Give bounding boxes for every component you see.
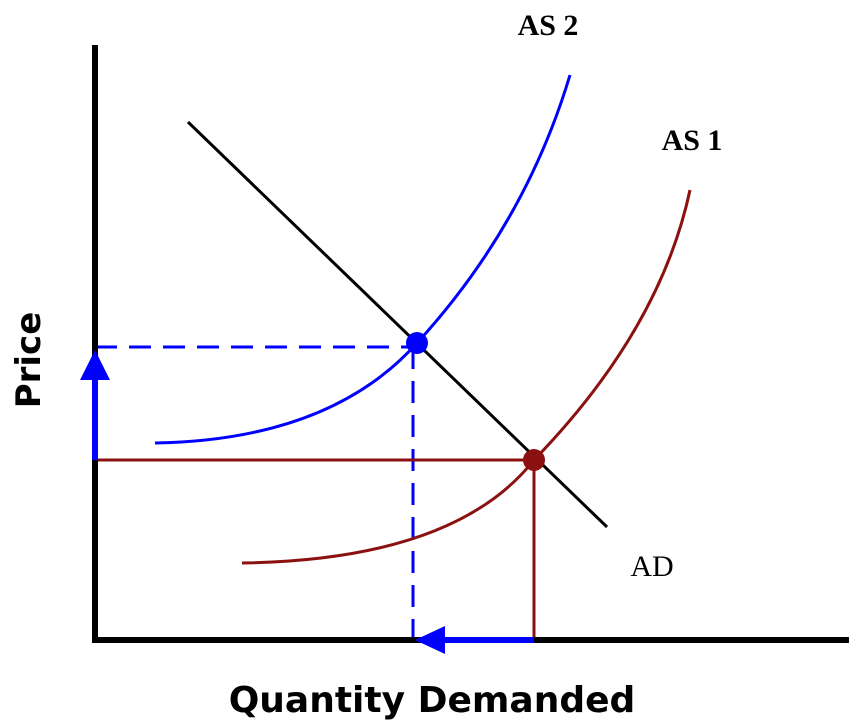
x-axis-label: Quantity Demanded [229,680,636,721]
price-arrow-head [80,350,110,380]
as2-label: AS 2 [518,9,579,42]
quantity-arrow-head [415,626,445,654]
ad-label: AD [630,550,673,583]
as1-label: AS 1 [662,124,723,157]
equilibrium-as1 [523,449,545,471]
equilibrium-as2 [406,332,428,354]
y-axis-label: Price [9,312,49,409]
